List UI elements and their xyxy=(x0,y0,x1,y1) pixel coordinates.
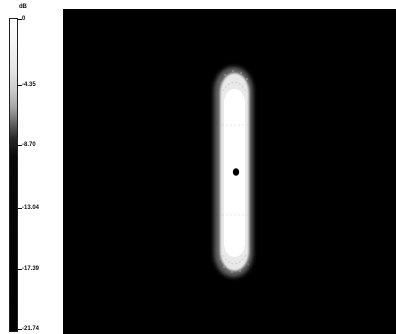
colorbar-tick-label: 0 xyxy=(22,16,26,22)
focus-point xyxy=(232,168,240,176)
intensity-map-canvas xyxy=(63,9,396,334)
colorbar-tick xyxy=(18,85,22,86)
colorbar-tick-label: -13.04 xyxy=(22,205,40,211)
edge-speckle xyxy=(219,70,249,273)
colorbar-gradient xyxy=(9,18,18,332)
intensity-map xyxy=(63,9,396,334)
colorbar-tick xyxy=(18,269,22,270)
colorbar-tick xyxy=(18,329,22,330)
colorbar-tick xyxy=(18,208,22,209)
colorbar: dB 0 -4.35 -8.70 -13.04 -17.39 -21.74 xyxy=(0,0,60,334)
colorbar-tick-label: -21.74 xyxy=(22,326,40,332)
colorbar-unit-label: dB xyxy=(19,4,27,10)
colorbar-tick xyxy=(18,145,22,146)
colorbar-tick-label: -17.39 xyxy=(22,266,40,272)
colorbar-tick-label: -8.70 xyxy=(22,142,36,148)
colorbar-tick xyxy=(18,19,22,20)
colorbar-tick-label: -4.35 xyxy=(22,82,36,88)
